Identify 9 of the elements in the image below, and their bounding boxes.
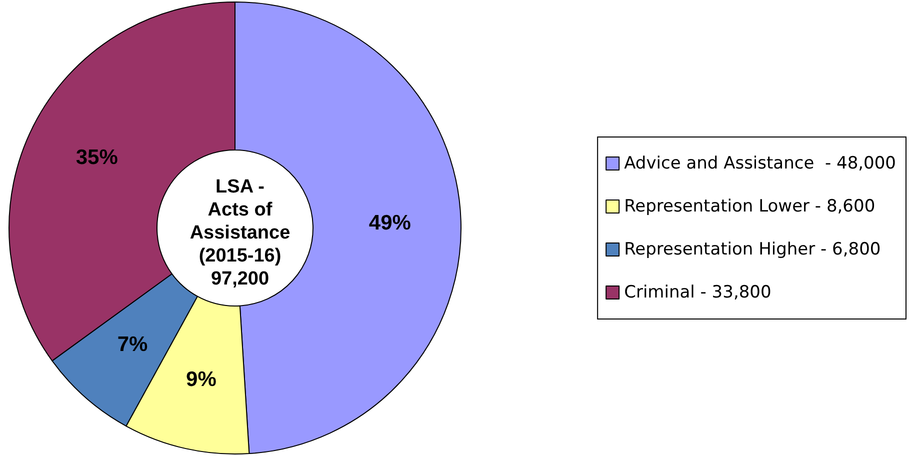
data-label: 35% (76, 146, 118, 170)
legend-label: Representation Higher - 6,800 (624, 240, 881, 260)
data-label: 7% (117, 332, 148, 356)
text: LSA - Acts of Assistance (2015-16) 97,200 (190, 176, 290, 290)
legend-label: Representation Lower - 8,600 (624, 196, 876, 216)
data-label: 49% (368, 212, 412, 235)
legend-label: Advice and Assistance - 48,000 (624, 154, 896, 174)
data-label: 9% (186, 368, 217, 391)
legend-label: Criminal - 33,800 (624, 282, 772, 302)
